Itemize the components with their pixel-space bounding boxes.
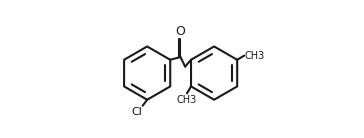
Text: CH3: CH3 — [177, 95, 197, 105]
Text: Cl: Cl — [131, 107, 142, 117]
Text: CH3: CH3 — [245, 51, 265, 61]
Text: O: O — [175, 25, 185, 38]
